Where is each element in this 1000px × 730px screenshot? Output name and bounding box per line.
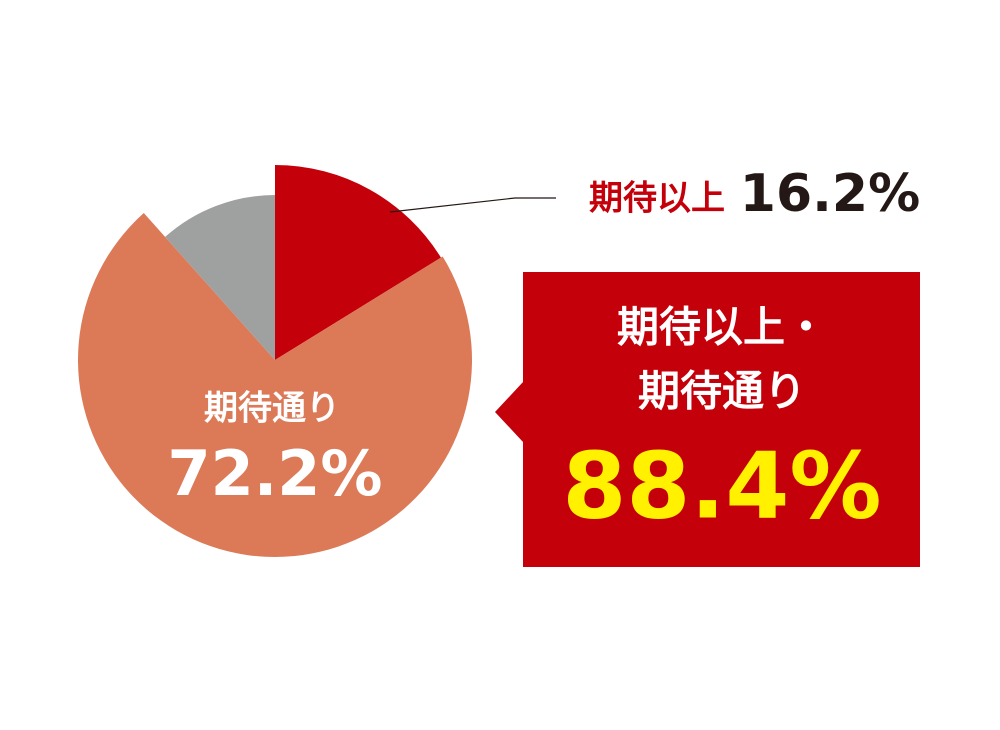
pie	[77, 165, 472, 558]
callout-line: 期待以上・	[617, 303, 827, 352]
value-label: 16.2%	[740, 164, 920, 224]
callout-box	[495, 272, 920, 567]
pie-slice	[275, 165, 441, 360]
callout-value: 88.4%	[562, 432, 881, 539]
slice-label: 期待以上	[589, 179, 725, 219]
leader-line	[389, 197, 556, 213]
value-label: 72.2%	[167, 437, 382, 510]
pie-slice	[165, 195, 275, 360]
pie-slice	[77, 213, 472, 558]
slice-label: 期待通り	[204, 389, 340, 429]
callout-line: 期待通り	[638, 367, 806, 416]
